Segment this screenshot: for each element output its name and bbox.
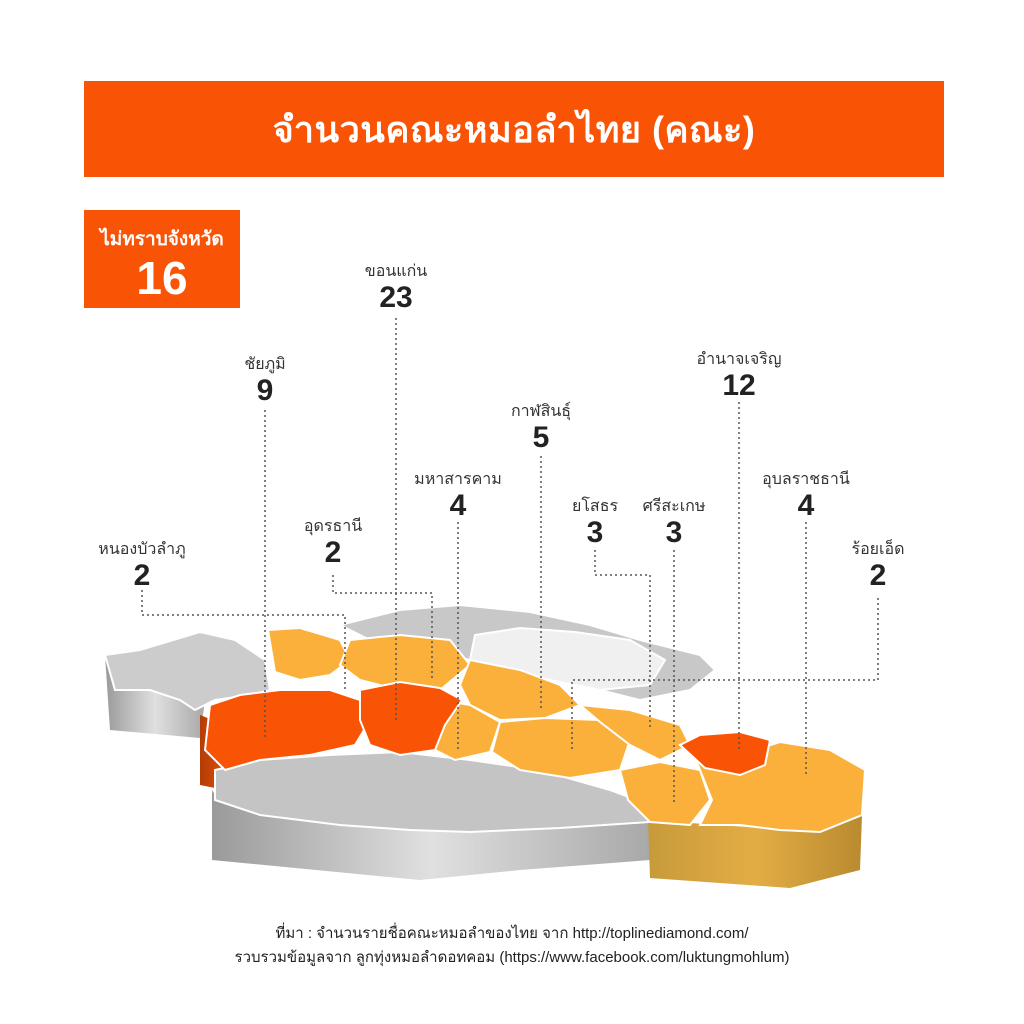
province-name: หนองบัวลำภู xyxy=(98,541,186,558)
page-title: จำนวนคณะหมอลำไทย (คณะ) xyxy=(272,108,756,150)
province-value: 9 xyxy=(256,374,274,407)
province-name: ชัยภูมิ xyxy=(244,356,286,373)
province-value: 12 xyxy=(722,369,756,402)
province-value: 5 xyxy=(532,421,550,454)
province-name: ยโสธร xyxy=(571,498,619,515)
province-value: 4 xyxy=(449,489,467,522)
map-regions xyxy=(103,603,867,834)
title-banner: จำนวนคณะหมอลำไทย (คณะ) xyxy=(84,81,944,177)
province-name: อุบลราชธานี xyxy=(762,471,850,488)
region-chaiyaphum xyxy=(203,689,372,772)
province-name: กาฬสินธุ์ xyxy=(510,403,572,420)
province-value: 2 xyxy=(869,559,887,592)
province-name: ร้อยเอ็ด xyxy=(851,541,905,558)
province-value: 2 xyxy=(324,536,342,569)
callout-mahasarakham: มหาสารคาม 4 xyxy=(378,470,538,522)
province-name: ศรีสะเกษ xyxy=(642,498,706,515)
region-sisaket xyxy=(618,760,712,827)
leader-lines xyxy=(141,318,879,805)
callout-udonthani: อุดรธานี 2 xyxy=(253,517,413,569)
province-value: 23 xyxy=(379,281,413,314)
callout-chaiyaphum: ชัยภูมิ 9 xyxy=(185,355,345,407)
region-nongbualamphu xyxy=(266,626,352,682)
province-value: 3 xyxy=(586,516,604,549)
region-khonkaen xyxy=(359,680,464,757)
callout-khonkaen: ขอนแก่น 23 xyxy=(316,262,476,314)
leader-roiet xyxy=(571,598,879,750)
callout-amnatcharoen: อำนาจเจริญ 12 xyxy=(659,350,819,402)
province-name: อำนาจเจริญ xyxy=(696,351,782,368)
province-name: มหาสารคาม xyxy=(414,471,502,488)
source-footer: ที่มา : จำนวนรายชื่อคณะหมอลำของไทย จาก h… xyxy=(0,922,1024,970)
province-name: อุดรธานี xyxy=(303,518,363,535)
source-line-1: ที่มา : จำนวนรายชื่อคณะหมอลำของไทย จาก h… xyxy=(275,925,749,942)
callout-nongbualamphu: หนองบัวลำภู 2 xyxy=(62,540,222,592)
province-name: ขอนแก่น xyxy=(364,263,428,280)
unknown-province-label: ไม่ทราบจังหวัด xyxy=(100,229,224,250)
province-value: 3 xyxy=(665,516,683,549)
leader-udonthani xyxy=(332,575,433,680)
region-amnatcharoen xyxy=(678,730,772,777)
callout-ubon: อุบลราชธานี 4 xyxy=(726,470,886,522)
map-side-ubon xyxy=(648,815,862,888)
province-value: 2 xyxy=(133,559,151,592)
source-line-2: รวบรวมข้อมูลจาก ลูกทุ่งหมอลำดอทคอม (http… xyxy=(234,949,790,966)
callout-kalasin: กาฬสินธุ์ 5 xyxy=(461,402,621,454)
province-value: 4 xyxy=(797,489,815,522)
callout-roiet: ร้อยเอ็ด 2 xyxy=(798,540,958,592)
unknown-province-value: 16 xyxy=(136,252,188,304)
callout-yasothon: ยโสธร 3 xyxy=(515,497,675,549)
region-yasothon xyxy=(576,703,692,762)
unknown-province-box: ไม่ทราบจังหวัด 16 xyxy=(84,210,240,308)
callout-sisaket: ศรีสะเกษ 3 xyxy=(594,497,754,549)
leader-nongbualamphu xyxy=(141,590,346,690)
